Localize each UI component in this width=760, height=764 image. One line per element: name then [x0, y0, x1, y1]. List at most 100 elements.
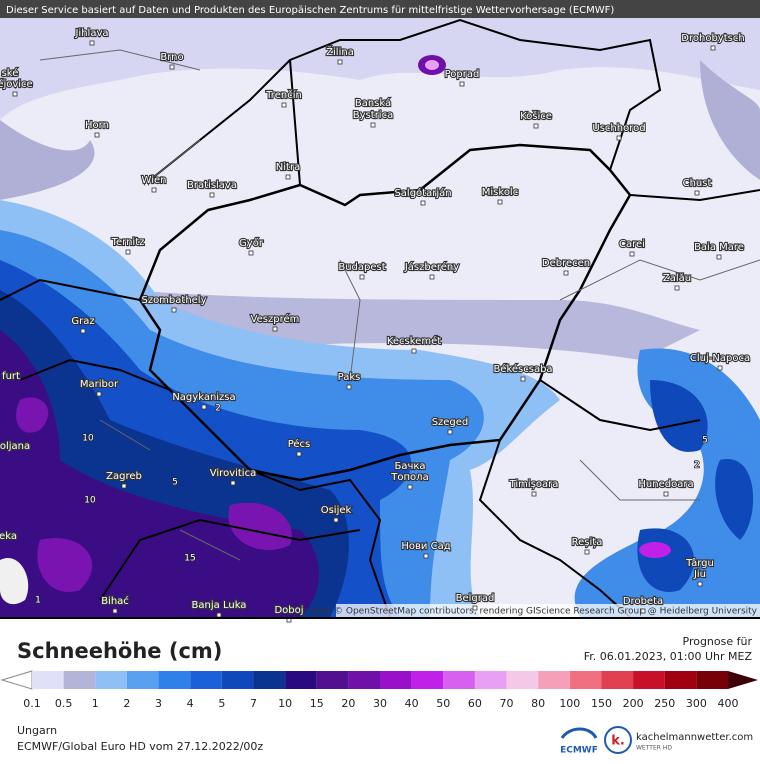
city-label: Târgu — [685, 557, 714, 569]
colorbar-box — [443, 671, 475, 689]
ecmwf-logo — [560, 727, 598, 739]
colorbar-label: 0.1 — [23, 697, 41, 710]
city-label: Нови Сад — [401, 541, 450, 552]
contour-label: 2 — [694, 461, 700, 471]
city-dot — [710, 45, 716, 51]
divider — [0, 617, 760, 619]
city-label: Belgrad — [456, 593, 495, 604]
colorbar-label: 20 — [341, 697, 355, 710]
city-dot — [694, 190, 700, 196]
colorbar-label: 80 — [531, 697, 545, 710]
city-dot — [216, 612, 222, 618]
city-label: eka — [0, 531, 17, 542]
colorbar-box — [95, 671, 127, 689]
colorbar-box — [348, 671, 380, 689]
city-label: Hunedoara — [638, 479, 693, 490]
city-dot — [285, 174, 291, 180]
region: Ungarn — [17, 724, 57, 737]
colorbar-box — [411, 671, 444, 689]
city-label: Bihać — [101, 595, 129, 607]
colorbar-box — [538, 671, 570, 689]
city-label: Brno — [160, 52, 183, 63]
colorbar-box — [696, 671, 728, 689]
city-label: Trenčín — [265, 89, 302, 101]
city-dot — [359, 274, 365, 280]
forecast-label: Prognose für — [683, 635, 753, 648]
city-label: Jászberény — [404, 261, 459, 273]
city-label: Wien — [142, 175, 167, 186]
city-dot — [125, 249, 131, 255]
colorbar-arrow-left — [0, 670, 33, 690]
city-dot — [89, 40, 95, 46]
colorbar-label: 40 — [405, 697, 419, 710]
city-dot — [716, 254, 722, 260]
city-label: Zagreb — [106, 471, 142, 482]
colorbar-label: 1 — [92, 697, 99, 710]
ecmwf-text: ECMWF — [560, 746, 598, 756]
city-dot — [497, 199, 503, 205]
city-label: furt — [2, 371, 20, 382]
city-dot — [281, 102, 287, 108]
city-dot — [209, 192, 215, 198]
colorbar-label: 150 — [591, 697, 612, 710]
city-dot — [407, 484, 413, 490]
city-dot — [272, 326, 278, 332]
city-label: Chust — [683, 178, 712, 189]
colorbar-box — [664, 671, 697, 689]
colorbar-box — [126, 671, 159, 689]
city-dot — [169, 64, 175, 70]
colorbar-box — [633, 671, 665, 689]
logo-letter: k. — [611, 734, 625, 749]
city-dot — [584, 549, 590, 555]
city-dot — [370, 122, 376, 128]
city-label: Baia Mare — [694, 242, 744, 253]
city-dot — [531, 491, 537, 497]
city-label: Szeged — [432, 417, 469, 428]
city-dot — [420, 200, 426, 206]
city-label: Nagykanizsa — [172, 392, 235, 403]
city-label: Veszprém — [251, 313, 300, 325]
city-dot — [459, 81, 465, 87]
legend-title: Schneehöhe (cm) — [17, 639, 222, 663]
site-sub: WETTER HD — [636, 745, 672, 752]
city-label: Poprad — [445, 69, 480, 80]
city-label: Banská — [355, 97, 391, 109]
colorbar-label: 60 — [468, 697, 482, 710]
city-label: Reșița — [572, 537, 603, 548]
city-label: Košice — [520, 110, 552, 122]
city-label: ějovice — [0, 78, 33, 90]
city-dot — [533, 123, 539, 129]
city-label: Bystrica — [353, 110, 393, 121]
colorbar-box — [316, 671, 349, 689]
city-dot — [640, 608, 646, 614]
city-label: Paks — [338, 372, 361, 383]
contour-label: 5 — [702, 436, 708, 446]
city-label: Drohobytsch — [681, 33, 744, 44]
colorbar: 0.1 0.5 1 2 3 4 5 7 10 15 20 30 40 50 60 70 80 100 150 200 2… — [0, 670, 758, 710]
city-dot — [674, 285, 680, 291]
colorbar-label: 100 — [559, 697, 580, 710]
map: Dieser Service basiert auf Daten und Pro… — [0, 0, 760, 623]
city-dot — [697, 581, 703, 587]
city-label: Salgótarján — [394, 187, 451, 199]
city-dot — [411, 348, 417, 354]
city-label: Ternitz — [111, 237, 145, 248]
city-dot — [429, 274, 435, 280]
cities: Jihlava Brno Žilina Poprad Drohobytsch skéějo… — [0, 27, 751, 623]
city-label: Bratislava — [187, 180, 237, 191]
colorbar-arrow-right — [728, 671, 758, 689]
city-label: Žilina — [326, 45, 354, 58]
city-dot — [629, 251, 635, 257]
city-label: Miskolc — [482, 187, 518, 198]
colorbar-box — [474, 671, 507, 689]
city-dot — [94, 132, 100, 138]
city-label: Graz — [71, 316, 94, 327]
city-label: Maribor — [80, 379, 119, 390]
colorbar-box — [63, 671, 96, 689]
colorbar-label: 2 — [123, 697, 130, 710]
contour-label: 2 — [215, 404, 221, 414]
colorbar-label: 0.5 — [55, 697, 73, 710]
city-label: Cluj-Napoca — [690, 353, 750, 364]
city-dot — [333, 517, 339, 523]
